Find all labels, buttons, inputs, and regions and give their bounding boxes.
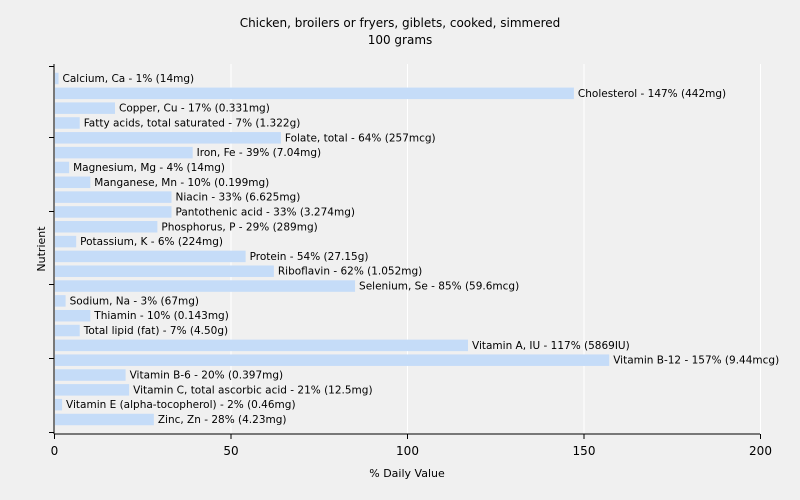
- bar: [55, 191, 172, 203]
- bar-label: Zinc, Zn - 28% (4.23mg): [158, 414, 287, 426]
- gridlines: [230, 64, 761, 434]
- bar-label: Manganese, Mn - 10% (0.199mg): [94, 177, 269, 189]
- bar-label: Fatty acids, total saturated - 7% (1.322…: [84, 117, 301, 129]
- bar: [55, 146, 193, 159]
- bar: [55, 102, 116, 114]
- bar-label: Total lipid (fat) - 7% (4.50g): [83, 325, 228, 337]
- chart-title: Chicken, broilers or fryers, giblets, co…: [240, 16, 561, 30]
- bar: [55, 265, 274, 277]
- bar: [55, 369, 126, 381]
- bar-label: Phosphorus, P - 29% (289mg): [161, 221, 317, 233]
- bar-label: Vitamin B-12 - 157% (9.44mcg): [613, 355, 779, 367]
- bar: [55, 339, 469, 352]
- bar: [55, 161, 70, 174]
- bar-label: Magnesium, Mg - 4% (14mg): [73, 162, 225, 174]
- bar-label: Vitamin E (alpha-tocopherol) - 2% (0.46m…: [66, 399, 296, 411]
- bar-label: Potassium, K - 6% (224mg): [80, 236, 223, 248]
- x-ticks: 0 50 100 150 200: [51, 434, 772, 458]
- bar: [55, 280, 356, 292]
- bar-label: Thiamin - 10% (0.143mg): [93, 310, 229, 322]
- x-axis-label: % Daily Value: [369, 467, 445, 480]
- bar-label: Riboflavin - 62% (1.052mg): [278, 266, 422, 278]
- bar-label: Selenium, Se - 85% (59.6mcg): [359, 281, 519, 293]
- bar-label: Sodium, Na - 3% (67mg): [70, 295, 199, 307]
- x-tick-label: 100: [396, 444, 419, 458]
- bar: [55, 132, 281, 144]
- x-tick-label: 150: [573, 444, 596, 458]
- bar-label: Vitamin B-6 - 20% (0.397mg): [130, 370, 284, 382]
- bar: [55, 235, 77, 248]
- x-tick-label: 200: [749, 444, 772, 458]
- bar: [55, 398, 63, 411]
- x-tick-label: 0: [51, 444, 59, 458]
- bar: [55, 250, 246, 263]
- bar-label: Cholesterol - 147% (442mg): [578, 88, 726, 100]
- bars: [55, 72, 610, 426]
- bar: [55, 384, 130, 396]
- x-tick-label: 50: [223, 444, 238, 458]
- bar: [55, 324, 80, 337]
- bar: [55, 354, 610, 366]
- bar: [55, 413, 154, 426]
- bar-label: Calcium, Ca - 1% (14mg): [63, 73, 195, 85]
- y-axis-label: Nutrient: [35, 226, 48, 272]
- bar: [55, 72, 59, 85]
- chart-subtitle: 100 grams: [368, 33, 433, 47]
- bar: [55, 176, 91, 189]
- bar-label: Vitamin A, IU - 117% (5869IU): [472, 340, 630, 352]
- bar: [55, 295, 66, 307]
- bar: [55, 87, 574, 100]
- bar: [55, 117, 80, 129]
- bar-label: Iron, Fe - 39% (7.04mg): [197, 147, 321, 159]
- bar-label: Pantothenic acid - 33% (3.274mg): [175, 206, 354, 218]
- bar-labels: Calcium, Ca - 1% (14mg) Cholesterol - 147…: [63, 73, 780, 426]
- bar: [55, 221, 158, 233]
- bar-label: Niacin - 33% (6.625mg): [175, 192, 300, 204]
- bar: [55, 206, 172, 218]
- bar-label: Protein - 54% (27.15g): [250, 251, 369, 263]
- bar-label: Vitamin C, total ascorbic acid - 21% (12…: [133, 384, 372, 396]
- bar-label: Copper, Cu - 17% (0.331mg): [119, 103, 270, 115]
- bar: [55, 309, 91, 322]
- bar-label: Folate, total - 64% (257mcg): [285, 132, 436, 144]
